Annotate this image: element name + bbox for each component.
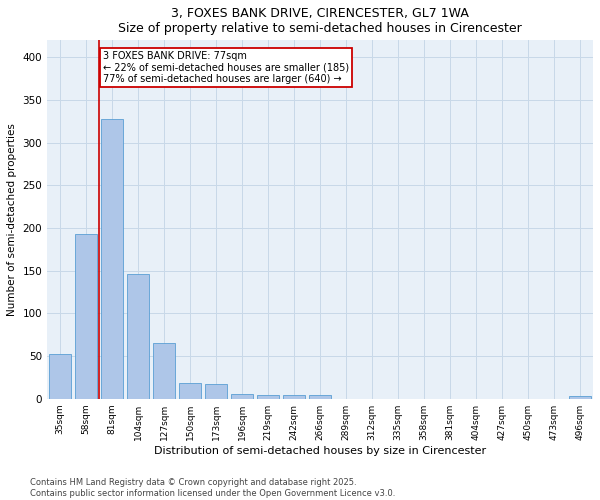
Text: Contains HM Land Registry data © Crown copyright and database right 2025.
Contai: Contains HM Land Registry data © Crown c… xyxy=(30,478,395,498)
Bar xyxy=(153,344,175,399)
Bar xyxy=(127,274,149,399)
Bar xyxy=(283,396,305,399)
Bar xyxy=(569,396,591,399)
Bar xyxy=(231,394,253,399)
Bar xyxy=(179,384,201,399)
Bar xyxy=(309,396,331,399)
Title: 3, FOXES BANK DRIVE, CIRENCESTER, GL7 1WA
Size of property relative to semi-deta: 3, FOXES BANK DRIVE, CIRENCESTER, GL7 1W… xyxy=(118,7,522,35)
Text: 3 FOXES BANK DRIVE: 77sqm
← 22% of semi-detached houses are smaller (185)
77% of: 3 FOXES BANK DRIVE: 77sqm ← 22% of semi-… xyxy=(103,50,349,84)
Bar xyxy=(75,234,97,399)
Y-axis label: Number of semi-detached properties: Number of semi-detached properties xyxy=(7,123,17,316)
Bar xyxy=(101,119,123,399)
X-axis label: Distribution of semi-detached houses by size in Cirencester: Distribution of semi-detached houses by … xyxy=(154,446,486,456)
Bar xyxy=(257,396,279,399)
Bar xyxy=(49,354,71,399)
Bar xyxy=(205,384,227,399)
